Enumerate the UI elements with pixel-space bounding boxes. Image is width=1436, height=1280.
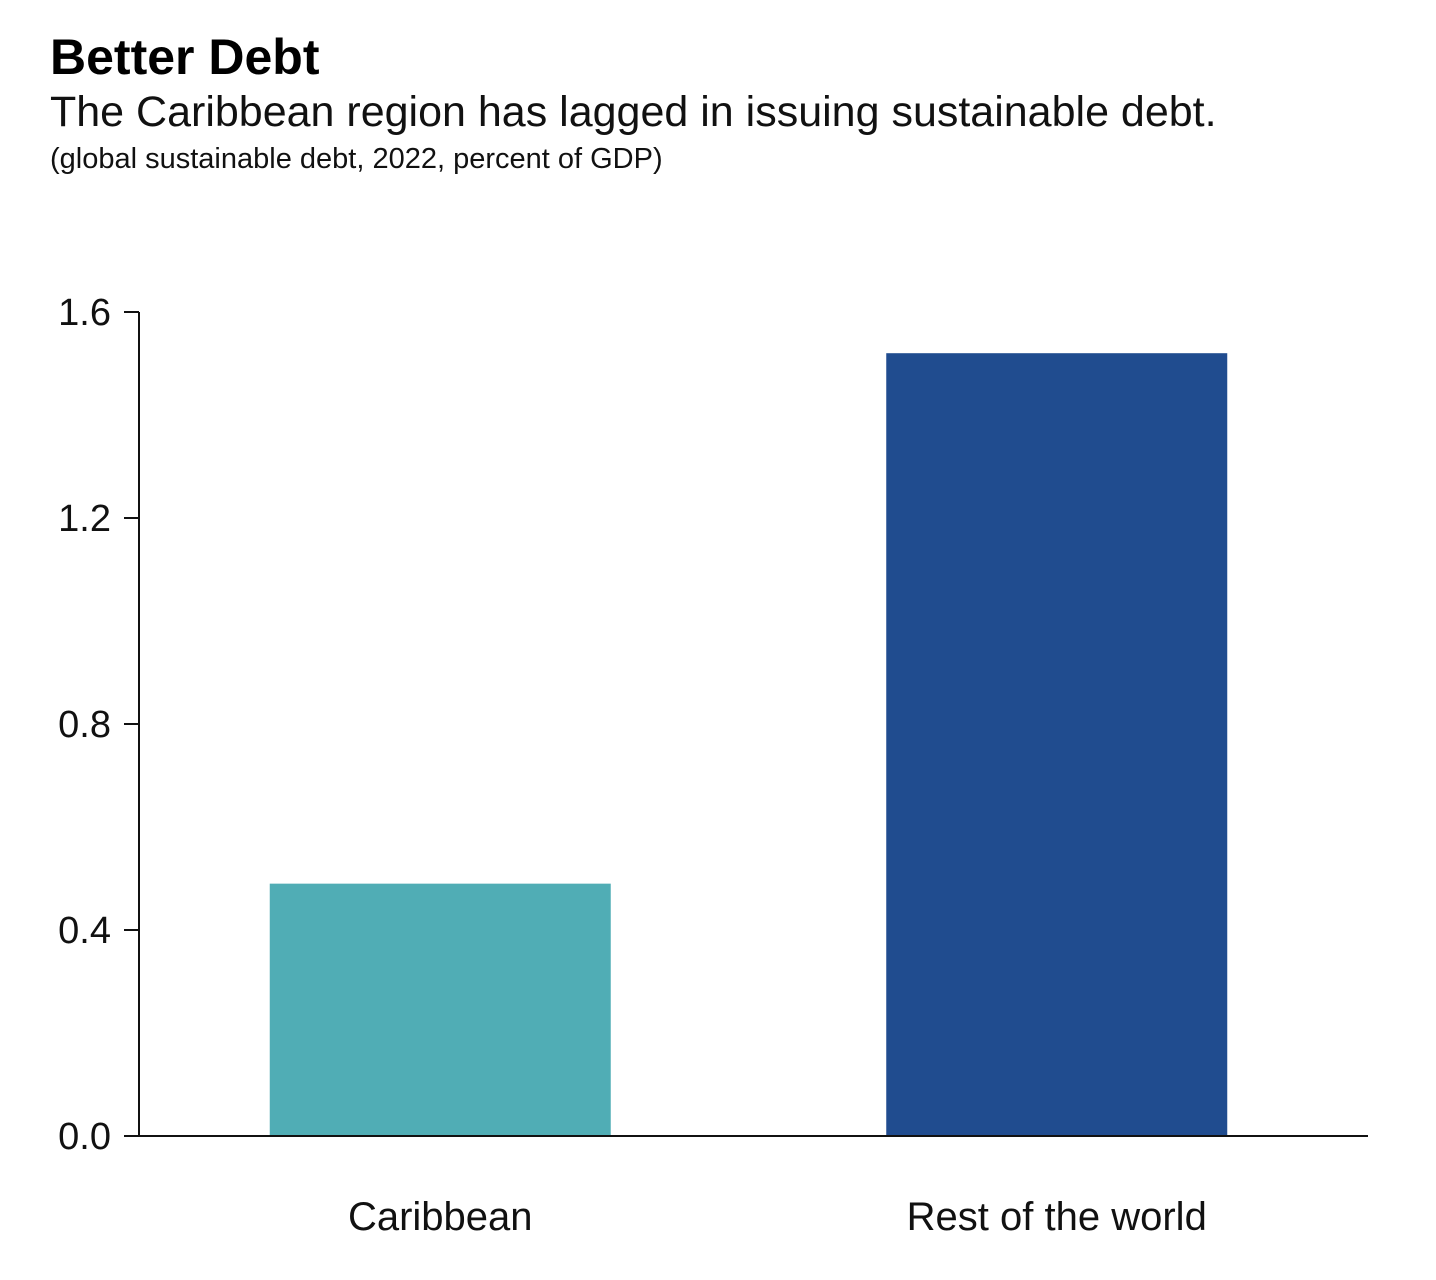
y-axis-ticks: 0.0 0.4 0.8 1.2 1.6 bbox=[58, 292, 139, 1158]
chart-subtitle: The Caribbean region has lagged in issui… bbox=[50, 88, 1217, 136]
chart-units-note: (global sustainable debt, 2022, percent … bbox=[50, 143, 663, 175]
chart-title: Better Debt bbox=[50, 29, 320, 85]
y-tick-label: 0.0 bbox=[58, 1116, 111, 1158]
x-axis-labels: Caribbean Rest of the world bbox=[348, 1195, 1207, 1239]
bar-rest-of-the-world bbox=[886, 353, 1228, 1136]
bars-group bbox=[269, 353, 1228, 1136]
bar-caribbean bbox=[269, 883, 611, 1136]
y-tick-label: 1.6 bbox=[58, 292, 111, 334]
x-tick-label-rest-of-the-world: Rest of the world bbox=[907, 1195, 1207, 1239]
y-tick-label: 0.8 bbox=[58, 704, 111, 746]
y-tick-label: 1.2 bbox=[58, 498, 111, 540]
y-tick-label: 0.4 bbox=[58, 910, 111, 952]
x-tick-label-caribbean: Caribbean bbox=[348, 1195, 533, 1239]
chart-header: Better Debt The Caribbean region has lag… bbox=[50, 28, 1410, 178]
